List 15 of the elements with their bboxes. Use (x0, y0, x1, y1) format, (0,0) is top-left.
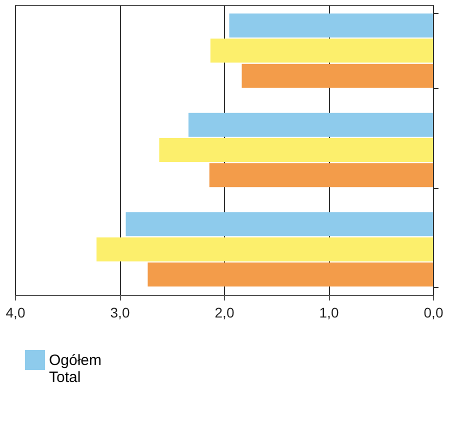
legend-label: Ogółem Total (49, 352, 102, 386)
bar (209, 163, 433, 188)
bar (159, 138, 433, 162)
bar (126, 212, 433, 236)
x-tick-label: 4,0 (6, 304, 26, 320)
bar (242, 64, 433, 88)
bar (229, 14, 433, 38)
x-tick-label: 0,0 (424, 304, 444, 320)
bar (188, 112, 433, 137)
bar (148, 262, 433, 286)
bar (96, 237, 433, 262)
x-tick-label: 3,0 (110, 304, 130, 320)
bar (210, 38, 433, 63)
x-tick-label: 1,0 (319, 304, 339, 320)
x-tick-label: 2,0 (214, 304, 234, 320)
